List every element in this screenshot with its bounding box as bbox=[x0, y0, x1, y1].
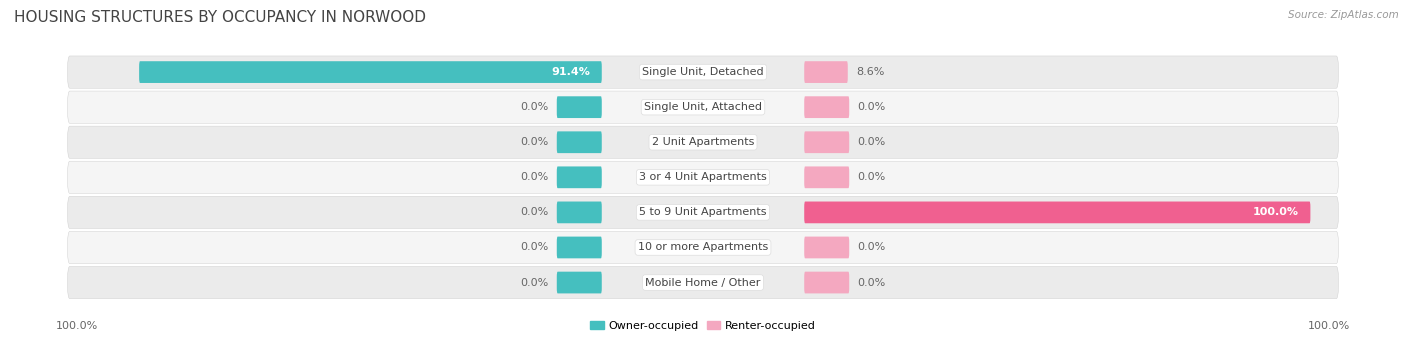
Text: 5 to 9 Unit Apartments: 5 to 9 Unit Apartments bbox=[640, 207, 766, 218]
FancyBboxPatch shape bbox=[557, 96, 602, 118]
FancyBboxPatch shape bbox=[804, 272, 849, 293]
FancyBboxPatch shape bbox=[557, 272, 602, 293]
Text: 8.6%: 8.6% bbox=[856, 67, 884, 77]
FancyBboxPatch shape bbox=[804, 237, 849, 258]
Text: 10 or more Apartments: 10 or more Apartments bbox=[638, 242, 768, 252]
Text: 0.0%: 0.0% bbox=[858, 102, 886, 112]
FancyBboxPatch shape bbox=[67, 91, 1339, 123]
FancyBboxPatch shape bbox=[67, 266, 1339, 299]
Text: Single Unit, Attached: Single Unit, Attached bbox=[644, 102, 762, 112]
FancyBboxPatch shape bbox=[804, 166, 849, 188]
Text: Single Unit, Detached: Single Unit, Detached bbox=[643, 67, 763, 77]
FancyBboxPatch shape bbox=[804, 131, 849, 153]
Text: 100.0%: 100.0% bbox=[56, 321, 98, 331]
Legend: Owner-occupied, Renter-occupied: Owner-occupied, Renter-occupied bbox=[586, 316, 820, 336]
FancyBboxPatch shape bbox=[804, 202, 1310, 223]
Text: 2 Unit Apartments: 2 Unit Apartments bbox=[652, 137, 754, 147]
FancyBboxPatch shape bbox=[557, 202, 602, 223]
FancyBboxPatch shape bbox=[67, 161, 1339, 193]
Text: 0.0%: 0.0% bbox=[858, 242, 886, 252]
FancyBboxPatch shape bbox=[67, 196, 1339, 228]
FancyBboxPatch shape bbox=[139, 61, 602, 83]
Text: 0.0%: 0.0% bbox=[858, 172, 886, 182]
Text: 100.0%: 100.0% bbox=[1253, 207, 1299, 218]
FancyBboxPatch shape bbox=[557, 131, 602, 153]
FancyBboxPatch shape bbox=[67, 126, 1339, 158]
Text: 91.4%: 91.4% bbox=[551, 67, 591, 77]
Text: 0.0%: 0.0% bbox=[520, 137, 548, 147]
Text: 0.0%: 0.0% bbox=[520, 172, 548, 182]
Text: 0.0%: 0.0% bbox=[858, 278, 886, 287]
FancyBboxPatch shape bbox=[804, 61, 848, 83]
FancyBboxPatch shape bbox=[67, 56, 1339, 88]
FancyBboxPatch shape bbox=[557, 237, 602, 258]
Text: Mobile Home / Other: Mobile Home / Other bbox=[645, 278, 761, 287]
Text: 0.0%: 0.0% bbox=[520, 102, 548, 112]
FancyBboxPatch shape bbox=[557, 166, 602, 188]
Text: 0.0%: 0.0% bbox=[520, 278, 548, 287]
FancyBboxPatch shape bbox=[67, 231, 1339, 264]
Text: 0.0%: 0.0% bbox=[858, 137, 886, 147]
Text: Source: ZipAtlas.com: Source: ZipAtlas.com bbox=[1288, 10, 1399, 20]
FancyBboxPatch shape bbox=[804, 96, 849, 118]
Text: 0.0%: 0.0% bbox=[520, 207, 548, 218]
Text: 3 or 4 Unit Apartments: 3 or 4 Unit Apartments bbox=[640, 172, 766, 182]
Text: HOUSING STRUCTURES BY OCCUPANCY IN NORWOOD: HOUSING STRUCTURES BY OCCUPANCY IN NORWO… bbox=[14, 10, 426, 25]
Text: 100.0%: 100.0% bbox=[1308, 321, 1350, 331]
Text: 0.0%: 0.0% bbox=[520, 242, 548, 252]
